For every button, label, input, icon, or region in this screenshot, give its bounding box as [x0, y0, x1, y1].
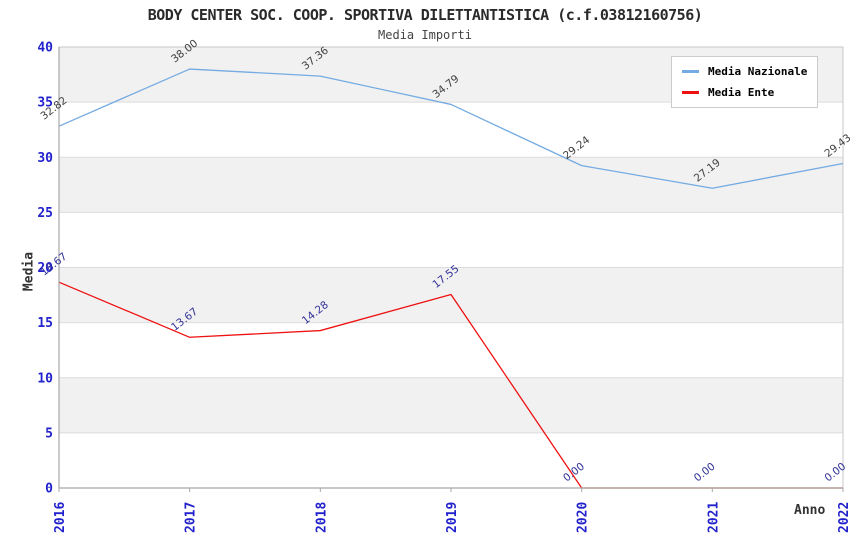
plot-band	[59, 212, 843, 268]
y-tick-label: 35	[37, 96, 53, 111]
y-tick-label: 15	[37, 316, 53, 331]
x-tick-label: 2022	[837, 502, 850, 533]
legend-label-nazionale: Media Nazionale	[708, 65, 808, 78]
y-tick-label: 25	[37, 206, 53, 221]
y-tick-label: 40	[37, 41, 53, 56]
y-tick-label: 20	[37, 261, 53, 276]
y-tick-label: 10	[37, 371, 53, 386]
plot-band	[59, 377, 843, 433]
x-tick-label: 2018	[314, 502, 329, 533]
plot-band	[59, 322, 843, 378]
y-axis-title: Media	[21, 251, 37, 292]
x-tick-label: 2020	[576, 502, 591, 533]
y-tick-label: 0	[45, 482, 53, 497]
plot-band	[59, 157, 843, 213]
legend-line-swatch-ente	[682, 91, 699, 94]
x-tick-label: 2021	[706, 502, 721, 533]
legend-line-swatch-nazionale	[682, 70, 699, 73]
x-tick-label: 2019	[445, 502, 460, 533]
legend-item-media-nazionale: Media Nazionale	[682, 65, 807, 78]
legend: Media Nazionale Media Ente	[671, 56, 819, 108]
plot-band	[59, 432, 843, 488]
x-tick-label: 2017	[184, 502, 199, 533]
chart-subtitle: Media Importi	[378, 28, 472, 42]
y-tick-label: 5	[45, 426, 53, 441]
y-tick-label: 30	[37, 151, 53, 166]
chart-title: BODY CENTER SOC. COOP. SPORTIVA DILETTAN…	[147, 6, 703, 24]
legend-item-media-ente: Media Ente	[682, 86, 807, 99]
x-tick-label: 2016	[53, 502, 68, 533]
series-line-nazionale	[58, 68, 844, 189]
legend-label-ente: Media Ente	[708, 86, 775, 99]
plot-band	[59, 102, 843, 158]
x-axis-title: Anno	[794, 503, 826, 518]
